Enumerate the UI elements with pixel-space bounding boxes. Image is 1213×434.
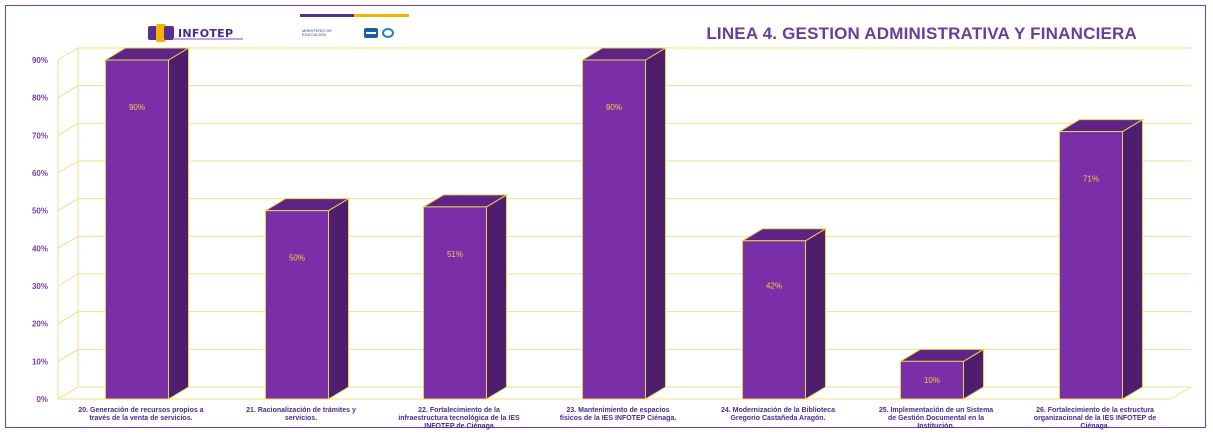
data-label: 51% <box>447 250 463 259</box>
bar-side-face <box>328 197 349 400</box>
y-tick-label: 70% <box>32 131 48 140</box>
x-category-label: 21. Racionalización de trámites y <box>246 407 356 414</box>
y-tick-label: 60% <box>32 169 48 178</box>
bar-6 <box>898 348 986 400</box>
logo-text: INFOTEP <box>178 26 234 40</box>
y-tick-label: 80% <box>32 94 48 103</box>
gridline-side <box>57 85 79 99</box>
bar-side-face <box>805 227 826 400</box>
x-category-label: través de la venta de servicios. <box>89 415 192 422</box>
gridline-side <box>57 311 79 325</box>
labels-layer: 0% 10% 20% 30% 40% 50% 60% 70% 80% 90% 90% 20. Gene… <box>32 56 1156 430</box>
bar-side-face <box>486 194 507 400</box>
bar-7 <box>1057 118 1145 400</box>
gridline-side <box>57 386 79 400</box>
y-tick-label: 50% <box>32 207 48 216</box>
x-category-label: Institución. <box>917 423 954 430</box>
gridline-side <box>57 122 79 136</box>
bar-side-face <box>168 47 189 400</box>
bar-front-face <box>582 59 646 400</box>
gov-seal-icon <box>382 28 394 38</box>
data-label: 10% <box>924 376 940 385</box>
x-category-label: de Gestión Documental en la <box>888 415 984 422</box>
data-label: 50% <box>289 254 305 263</box>
x-category-label: Gregorio Castañeda Aragón. <box>730 415 825 422</box>
y-tick-label: 30% <box>32 282 48 291</box>
y-tick-label: 20% <box>32 320 48 329</box>
gov-logo-text: MINISTERIO DE EDUCACIÓN <box>302 28 333 37</box>
gridline-side <box>57 273 79 287</box>
data-label: 42% <box>766 281 782 290</box>
bar-front-face <box>105 59 169 400</box>
data-label: 90% <box>129 103 145 112</box>
bars-layer <box>103 47 1145 400</box>
bar-1 <box>103 47 191 400</box>
header-accent-bar-gold <box>354 14 409 17</box>
bar-front-face <box>265 210 329 400</box>
header-accent-bar-purple <box>300 14 354 17</box>
x-category-label: INFOTEP de Ciénaga <box>424 423 494 430</box>
bar-2 <box>263 197 351 400</box>
x-category-label: 26. Fortalecimiento de la estructura <box>1036 407 1154 414</box>
x-category-label: organizacional de la IES INFOTEP de <box>1034 415 1157 422</box>
y-tick-label: 90% <box>32 56 48 65</box>
chart-title: LINEA 4. GESTION ADMINISTRATIVA Y FINANC… <box>706 24 1137 43</box>
data-label: 90% <box>606 103 622 112</box>
bar-side-face <box>645 47 666 400</box>
x-category-label: 25. Implementación de un Sistema <box>879 407 993 414</box>
gridline-side <box>57 47 79 61</box>
gov-flag-icon <box>364 28 378 38</box>
bar-side-face <box>1122 118 1143 400</box>
gridline-side <box>57 160 79 174</box>
bar-5 <box>740 227 828 400</box>
bar-4 <box>580 47 668 400</box>
x-category-label: 20. Generación de recursos propios a <box>78 407 203 414</box>
y-tick-label: 40% <box>32 244 48 253</box>
x-category-label: Ciénaga. <box>1080 423 1109 430</box>
bar-front-face <box>1059 131 1123 400</box>
bar-front-face <box>423 206 487 400</box>
gridline-side <box>57 198 79 212</box>
x-category-label: 22. Fortalecimiento de la <box>418 407 500 414</box>
gridline-side <box>57 235 79 249</box>
logo-underline <box>173 38 243 40</box>
bar-front-face <box>900 360 964 400</box>
y-tick-label: 0% <box>36 395 48 404</box>
x-category-label: servicios. <box>285 415 317 422</box>
gridline-side <box>57 348 79 362</box>
floor-edge-right <box>1170 386 1192 400</box>
x-category-label: infraestructura tecnológica de la IES <box>398 415 520 422</box>
x-category-label: 23. Mantenimiento de espacios <box>566 407 669 414</box>
bar-front-face <box>742 240 806 400</box>
infotep-logo: INFOTEP <box>148 24 233 42</box>
y-tick-label: 10% <box>32 357 48 366</box>
infotep-logo-icon <box>148 24 174 42</box>
x-category-label: 24. Modernización de la Biblioteca <box>721 407 835 414</box>
data-label: 71% <box>1083 175 1099 184</box>
x-category-label: físicos de la IES INFOTEP Ciénaga. <box>560 415 677 422</box>
bar-3 <box>421 194 509 400</box>
